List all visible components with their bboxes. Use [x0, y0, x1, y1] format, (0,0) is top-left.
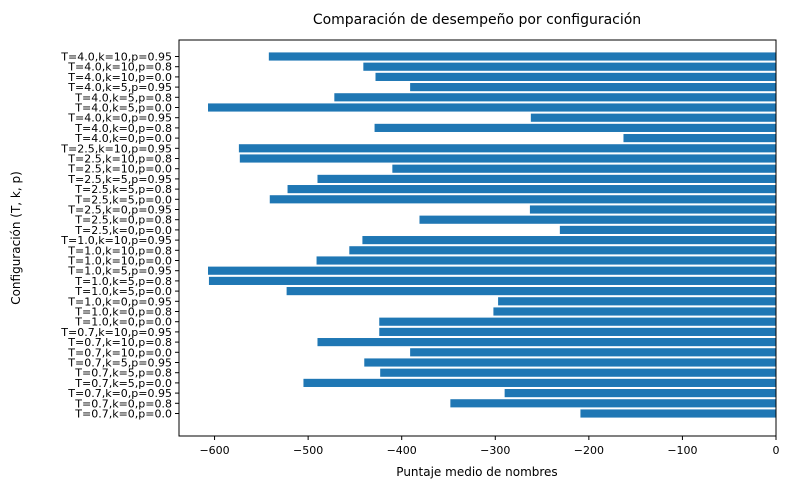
- bar: [208, 266, 777, 275]
- bar: [334, 93, 776, 102]
- bar: [374, 123, 776, 132]
- y-tick-label: T=2.5,k=10,p=0.8: [67, 153, 172, 166]
- y-tick-label: T=2.5,k=0,p=0.8: [74, 214, 172, 227]
- bar: [303, 378, 776, 387]
- bar: [559, 225, 776, 234]
- x-tick-label: −200: [574, 444, 604, 457]
- y-tick-label: T=0.7,k=10,p=0.0: [67, 346, 172, 359]
- bar: [580, 409, 776, 418]
- bar: [208, 276, 776, 285]
- bar: [379, 327, 776, 336]
- y-tick-label: T=4.0,k=10,p=0.95: [60, 51, 172, 64]
- y-tick-label: T=1.0,k=0,p=0.95: [67, 295, 172, 308]
- bar: [364, 358, 776, 367]
- y-tick-label: T=0.7,k=5,p=0.8: [74, 367, 172, 380]
- y-tick-label: T=4.0,k=10,p=0.8: [67, 61, 172, 74]
- bar: [410, 348, 776, 357]
- y-tick-label: T=4.0,k=0,p=0.0: [74, 132, 172, 145]
- y-tick-label: T=4.0,k=0,p=0.95: [67, 112, 172, 125]
- chart-title: Comparación de desempeño por configuraci…: [313, 12, 641, 28]
- y-tick-label: T=2.5,k=10,p=0.0: [67, 163, 172, 176]
- bar: [287, 185, 776, 194]
- bar: [529, 205, 776, 214]
- bar: [316, 256, 776, 265]
- bar: [238, 144, 776, 153]
- y-tick-label: T=4.0,k=5,p=0.8: [74, 91, 172, 104]
- y-tick-label: T=2.5,k=5,p=0.0: [74, 193, 172, 206]
- x-tick-label: −600: [199, 444, 229, 457]
- bar: [504, 389, 776, 398]
- y-tick-label: T=2.5,k=0,p=0.95: [67, 204, 172, 217]
- x-tick-label: −400: [387, 444, 417, 457]
- y-tick-label: T=4.0,k=5,p=0.95: [67, 81, 172, 94]
- bar: [317, 338, 776, 347]
- y-tick-label: T=2.5,k=10,p=0.95: [60, 142, 172, 155]
- x-tick-label: −100: [667, 444, 697, 457]
- y-tick-label: T=1.0,k=10,p=0.8: [67, 244, 172, 257]
- y-tick-label: T=0.7,k=0,p=0.95: [67, 387, 172, 400]
- y-tick-label: T=1.0,k=5,p=0.8: [74, 275, 172, 288]
- bar: [380, 368, 776, 377]
- bar: [349, 246, 776, 255]
- bars-group: [208, 52, 777, 418]
- x-tick-label: −300: [480, 444, 510, 457]
- bar: [208, 103, 777, 112]
- y-tick-label: T=4.0,k=0,p=0.8: [74, 122, 172, 135]
- y-tick-label: T=0.7,k=5,p=0.0: [74, 377, 172, 390]
- bar: [450, 399, 776, 408]
- bar: [419, 215, 776, 224]
- bar: [269, 195, 776, 204]
- bar: [379, 317, 776, 326]
- y-tick-label: T=0.7,k=5,p=0.95: [67, 357, 172, 370]
- bar: [286, 287, 776, 296]
- bar: [410, 83, 776, 92]
- bar: [239, 154, 777, 163]
- bar: [363, 62, 776, 71]
- y-tick-label: T=1.0,k=5,p=0.0: [74, 285, 172, 298]
- y-tick-label: T=1.0,k=5,p=0.95: [67, 265, 172, 278]
- bar: [268, 52, 776, 61]
- y-tick-label: T=0.7,k=0,p=0.0: [74, 408, 172, 421]
- x-axis-ticks: −600 −500 −400 −300 −200 −100 0: [199, 436, 780, 457]
- bar: [623, 134, 776, 143]
- y-tick-label: T=1.0,k=0,p=0.0: [74, 316, 172, 329]
- y-tick-label: T=0.7,k=10,p=0.95: [60, 326, 172, 339]
- y-axis-title: Configuración (T, k, p): [9, 171, 23, 305]
- bar: [362, 236, 776, 245]
- y-tick-label: T=2.5,k=0,p=0.0: [74, 224, 172, 237]
- x-tick-label: −500: [293, 444, 323, 457]
- y-tick-label: T=4.0,k=10,p=0.0: [67, 71, 172, 84]
- bar: [392, 164, 776, 173]
- y-tick-label: T=0.7,k=10,p=0.8: [67, 336, 172, 349]
- y-axis-ticks: T=0.7,k=0,p=0.0T=0.7,k=0,p=0.8T=0.7,k=0,…: [60, 51, 179, 421]
- bar: [317, 174, 776, 183]
- x-axis-title: Puntaje medio de nombres: [396, 465, 557, 479]
- y-tick-label: T=2.5,k=5,p=0.8: [74, 183, 172, 196]
- x-tick-label: 0: [773, 444, 780, 457]
- y-tick-label: T=0.7,k=0,p=0.8: [74, 397, 172, 410]
- bar: [530, 113, 776, 122]
- bar: [498, 297, 776, 306]
- y-tick-label: T=1.0,k=10,p=0.0: [67, 255, 172, 268]
- y-tick-label: T=1.0,k=10,p=0.95: [60, 234, 172, 247]
- y-tick-label: T=4.0,k=5,p=0.0: [74, 102, 172, 115]
- y-tick-label: T=1.0,k=0,p=0.8: [74, 306, 172, 319]
- bar: [493, 307, 776, 316]
- bar: [375, 72, 776, 81]
- plot-frame: [178, 39, 777, 437]
- y-tick-label: T=2.5,k=5,p=0.95: [67, 173, 172, 186]
